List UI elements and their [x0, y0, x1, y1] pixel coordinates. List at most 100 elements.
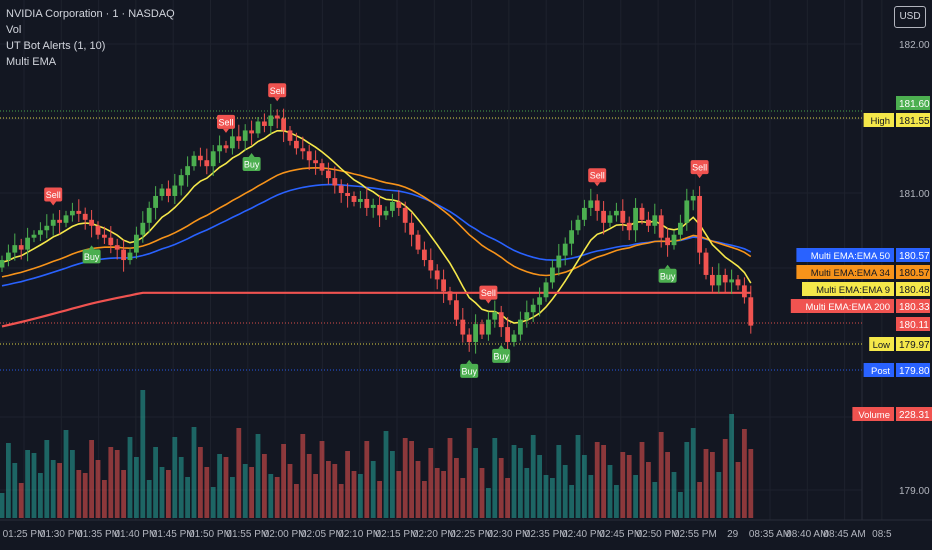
candle [44, 214, 50, 239]
volume-bar [274, 477, 280, 518]
candle-body [210, 151, 216, 167]
sell-signal-pointer [50, 201, 57, 206]
candle [665, 227, 670, 257]
time-axis-tick: 01:25 PM [3, 529, 46, 540]
candle-body [466, 334, 472, 342]
candle-body [556, 255, 562, 268]
candle-body [204, 160, 210, 167]
sell-signal-label: Sell [46, 190, 61, 200]
volume-bar [370, 461, 376, 518]
buy-signal-box [492, 348, 511, 363]
volume-bar [172, 437, 178, 518]
currency-button[interactable]: USD [894, 6, 926, 28]
price-tag-value-box [896, 113, 930, 127]
time-axis-tick: 01:45 PM [152, 529, 195, 540]
candle [31, 230, 37, 243]
candle [274, 109, 280, 129]
volume-bar [358, 474, 363, 518]
volume-bar [582, 455, 587, 518]
indicator-multi-ema[interactable]: Multi EMA [6, 56, 57, 68]
candle-body [498, 312, 504, 328]
candle-body [31, 234, 37, 238]
candle-body [441, 279, 446, 292]
candle-body [588, 200, 594, 208]
price-tag: 180.57 Multi EMA:EMA 34 [796, 265, 930, 279]
candle [178, 168, 184, 196]
price-tag-value-box [896, 317, 930, 331]
candle-body [479, 324, 485, 335]
candle-body [518, 319, 523, 335]
candle [460, 308, 466, 343]
candle-body [217, 145, 222, 152]
candle [255, 117, 261, 138]
candle-body [326, 170, 331, 179]
candle [562, 237, 568, 266]
candle-body [223, 145, 229, 149]
volume-bar [665, 452, 670, 518]
volume-bar [12, 463, 18, 518]
volume-bar [678, 492, 683, 518]
candle-body [300, 148, 306, 152]
ema-line [1, 183, 752, 287]
time-axis-tick: 01:35 PM [77, 529, 120, 540]
candle-body [249, 130, 254, 134]
candle [518, 311, 523, 341]
candle [658, 209, 664, 248]
candle [601, 201, 606, 235]
candle [511, 330, 517, 347]
volume-bar [646, 462, 651, 518]
indicator-volume[interactable]: Vol [6, 24, 22, 36]
volume-bar [140, 390, 146, 518]
volume-bar [217, 454, 222, 518]
candle [594, 194, 600, 221]
price-tag-value-box [896, 248, 930, 262]
volume-bar [159, 467, 165, 518]
candle [319, 158, 325, 176]
candle [415, 230, 421, 255]
indicator-ut-bot-alerts[interactable]: UT Bot Alerts (1, 10) [6, 40, 106, 52]
candle [466, 328, 472, 352]
candle [6, 244, 11, 267]
candle-body [735, 279, 741, 286]
price-tag-value-box [896, 299, 930, 313]
price-tag-label-box [863, 363, 894, 377]
candle [530, 298, 536, 323]
volume-bar [300, 434, 306, 518]
candle-body [652, 215, 658, 226]
candle [498, 305, 504, 337]
candle [217, 135, 222, 163]
candle [633, 198, 638, 242]
candle [697, 186, 702, 265]
candle-body [530, 304, 536, 313]
volume-bar [466, 428, 472, 518]
candle [716, 263, 722, 294]
chart-legend: NVIDIA Corporation · 1 · NASDAQ Vol UT B… [6, 6, 175, 70]
volume-bar [486, 488, 491, 518]
buy-signal: Buy [658, 264, 677, 283]
candle-body [422, 249, 427, 261]
candle-body [140, 222, 146, 235]
volume-bar [409, 441, 414, 518]
symbol-title[interactable]: NVIDIA Corporation · 1 · NASDAQ [6, 8, 175, 20]
sell-signal-box [44, 187, 63, 202]
volume-bar [114, 450, 120, 518]
candle [690, 189, 696, 211]
candle-body [319, 163, 325, 171]
volume-bar [70, 450, 75, 518]
candle [396, 190, 402, 216]
candle [159, 184, 165, 201]
candle [537, 287, 542, 317]
candle [146, 201, 152, 233]
volume-bar [562, 465, 568, 518]
price-tag: 179.80 Post [863, 363, 930, 377]
candle [351, 191, 357, 207]
candle-body [658, 215, 664, 238]
volume-bar [639, 442, 645, 518]
candle-body [108, 237, 114, 246]
volume-bar [166, 470, 171, 518]
candle [134, 226, 139, 259]
price-tag-value: 179.80 [899, 366, 930, 377]
volume-bar [57, 463, 62, 518]
price-tag-label-box [852, 407, 894, 421]
